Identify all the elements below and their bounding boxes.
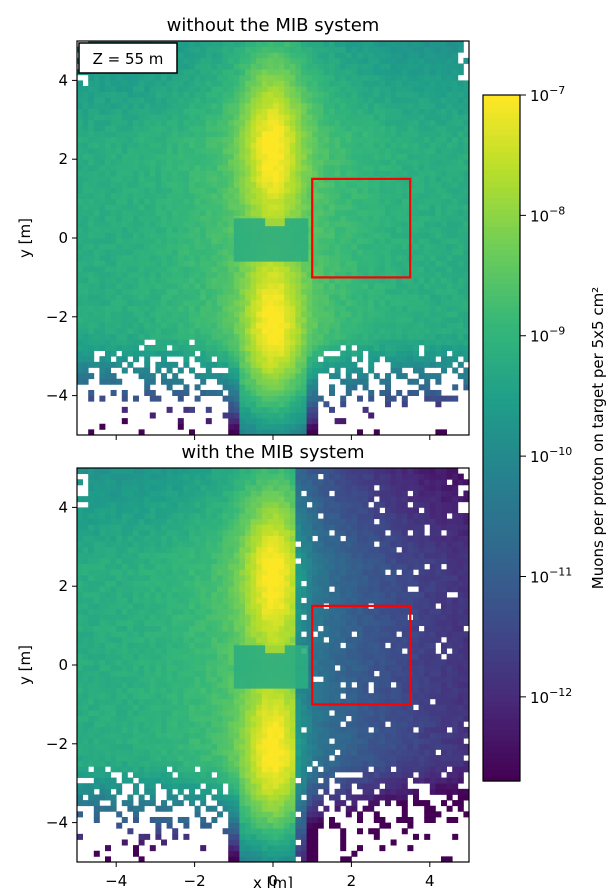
x-tick-label: −2 bbox=[184, 872, 206, 888]
y-tick-label: 2 bbox=[58, 150, 68, 168]
y-tick-label: −2 bbox=[46, 308, 68, 326]
colorbar-tick-label: 10−12 bbox=[530, 686, 572, 707]
colorbar-tick-label: 10−10 bbox=[530, 445, 572, 466]
panel-title: without the MIB system bbox=[167, 15, 380, 36]
y-tick-label: −4 bbox=[46, 387, 68, 405]
colorbar-tick-label: 10−9 bbox=[530, 325, 565, 346]
heatmap-cells bbox=[77, 41, 469, 435]
colorbar-tick-label: 10−11 bbox=[530, 565, 572, 586]
region-of-interest bbox=[311, 604, 412, 706]
x-tick-label: 2 bbox=[347, 872, 357, 888]
panel-1: 4 2 0 −2 −4 without the MIB system y [m] Z = 55… bbox=[16, 15, 470, 440]
y-axis-label: y [m] bbox=[16, 645, 34, 685]
colorbar-frame bbox=[482, 94, 521, 782]
panel-2: 4 2 0 −2 −4 −4 −2 0 2 4 with the MIB system y [m] x … bbox=[16, 442, 470, 888]
colorbar-tick-label: 10−8 bbox=[530, 204, 565, 225]
annotation-box bbox=[78, 42, 178, 74]
y-tick-label: 0 bbox=[58, 229, 68, 247]
y-axis-label: y [m] bbox=[16, 218, 34, 258]
y-tick-label: 4 bbox=[58, 498, 68, 516]
colorbar: 10−7 10−8 10−9 10−10 10−11 10−12 Muons per pro… bbox=[482, 84, 607, 782]
colorbar-label: Muons per proton on target per 5x5 cm² bbox=[589, 287, 607, 589]
x-tick-label: −4 bbox=[105, 872, 127, 888]
region-of-interest bbox=[311, 177, 412, 279]
y-tick-label: 4 bbox=[58, 71, 68, 89]
y-tick-label: 2 bbox=[58, 577, 68, 595]
panel-title: with the MIB system bbox=[181, 442, 364, 463]
colorbar-tick-label: 10−7 bbox=[530, 84, 565, 105]
heatmap-cells bbox=[77, 468, 469, 862]
x-tick-label: 0 bbox=[268, 872, 278, 888]
y-tick-label: −4 bbox=[46, 814, 68, 832]
annotation-text: Z = 55 m bbox=[93, 50, 164, 68]
y-tick-label: −2 bbox=[46, 735, 68, 753]
x-axis-label: x [m] bbox=[253, 874, 293, 888]
annotation: Z = 55 m bbox=[78, 42, 178, 74]
x-tick-label: 4 bbox=[425, 872, 435, 888]
y-tick-label: 0 bbox=[58, 656, 68, 674]
